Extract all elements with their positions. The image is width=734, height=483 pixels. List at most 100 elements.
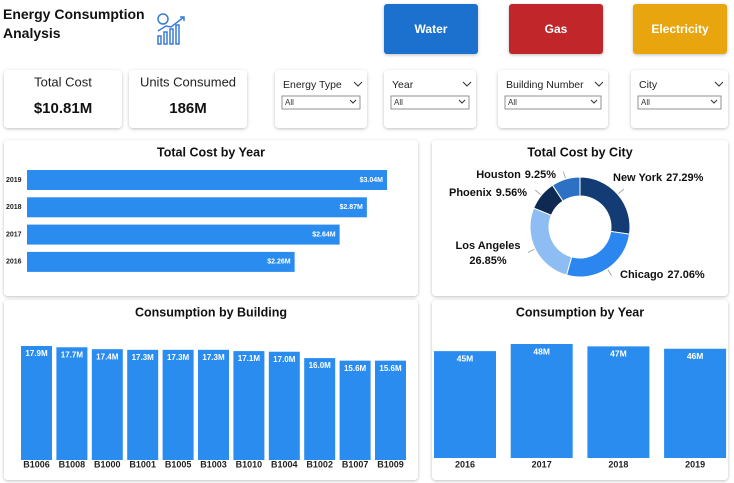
x-tick-label: B1001 xyxy=(129,459,156,469)
data-label: $2.64M xyxy=(312,231,336,238)
filter-dropdown[interactable] xyxy=(504,95,602,110)
filter-chevron xyxy=(714,81,724,87)
filter-label: Year xyxy=(392,79,414,91)
nav-button[interactable] xyxy=(384,4,478,54)
kpi-label: Units Consumed xyxy=(140,74,236,89)
x-tick-label: B1009 xyxy=(377,459,404,469)
x-tick-label: B1005 xyxy=(165,459,192,469)
slice-value: 9.56% xyxy=(496,187,527,199)
kpi-value: $10.81M xyxy=(34,100,92,117)
data-label: 48M xyxy=(533,346,550,356)
filter-label: Building Number xyxy=(506,79,584,91)
chart-panel xyxy=(4,140,418,296)
filter-dropdown-chevron xyxy=(590,99,598,104)
bar xyxy=(21,346,52,460)
leader-line xyxy=(562,171,566,179)
x-tick-label: 2016 xyxy=(455,459,475,469)
data-label: $2.87M xyxy=(340,204,364,211)
filter-dropdown[interactable] xyxy=(281,95,361,110)
bar xyxy=(339,360,371,460)
slice-category: Phoenix xyxy=(449,187,493,199)
data-label: 16.0M xyxy=(309,361,332,370)
bar xyxy=(27,197,367,218)
nav-button[interactable] xyxy=(509,4,603,54)
leader-line xyxy=(534,189,541,195)
chart-panel xyxy=(432,300,728,480)
x-tick-label: 2019 xyxy=(685,459,705,469)
bar xyxy=(375,360,406,460)
leader-line xyxy=(607,269,612,276)
bar xyxy=(587,346,650,458)
slice-label: Phoenix 9.56% xyxy=(449,187,527,199)
x-tick-label: B1008 xyxy=(59,459,86,469)
bar xyxy=(434,351,496,458)
filter-dropdown-chevron xyxy=(710,99,718,104)
slice-label: New York 27.29% xyxy=(613,172,704,184)
data-label: $2.26M xyxy=(267,259,291,266)
bar xyxy=(27,224,340,245)
bar xyxy=(664,348,727,458)
slice-value: 27.06% xyxy=(667,269,705,281)
y-tick-label: 2019 xyxy=(6,177,22,184)
chart-title: Consumption by Year xyxy=(516,305,644,319)
nav-button-label[interactable]: Water xyxy=(415,22,448,36)
slice-label: Chicago 27.06% xyxy=(620,269,705,281)
bar xyxy=(268,351,300,460)
x-tick-label: B1000 xyxy=(94,459,121,469)
filter-value[interactable]: All xyxy=(285,98,294,107)
bar xyxy=(198,349,229,460)
kpi-label: Total Cost xyxy=(34,74,92,89)
data-label: 46M xyxy=(687,351,704,361)
filter-value[interactable]: All xyxy=(508,98,517,107)
data-label: 17.9M xyxy=(25,349,48,358)
title-icon xyxy=(157,13,185,45)
x-tick-label: B1004 xyxy=(271,459,298,469)
nav-button-label[interactable]: Electricity xyxy=(651,22,709,36)
data-label: 47M xyxy=(610,349,627,359)
bar xyxy=(56,347,88,460)
x-tick-label: B1003 xyxy=(200,459,227,469)
filter-label: City xyxy=(639,79,658,91)
slice-category: New York xyxy=(613,172,663,184)
data-label: 17.4M xyxy=(96,352,119,361)
filter-label: Energy Type xyxy=(283,79,342,91)
nav-button-label[interactable]: Gas xyxy=(545,22,568,36)
slice-value: 26.85% xyxy=(469,255,507,267)
donut-slice xyxy=(551,176,581,202)
data-label: 15.6M xyxy=(379,364,402,373)
slice-label: Los Angeles 26.85% xyxy=(456,240,521,267)
kpi-card xyxy=(129,70,247,128)
filter-chevron xyxy=(462,81,472,87)
slice-value: 9.25% xyxy=(525,169,556,181)
filter-value[interactable]: All xyxy=(641,98,650,107)
nav-button[interactable] xyxy=(633,4,727,54)
bar xyxy=(27,251,295,272)
filter-chevron xyxy=(594,81,604,87)
y-tick-label: 2018 xyxy=(6,204,22,211)
data-label: 17.3M xyxy=(202,353,225,362)
slice-value: 27.29% xyxy=(666,172,704,184)
data-label: 17.7M xyxy=(61,350,84,359)
y-tick-label: 2017 xyxy=(6,231,22,238)
data-label: 17.0M xyxy=(273,355,296,364)
filter-dropdown[interactable] xyxy=(390,95,470,110)
slice-category: Los Angeles xyxy=(456,240,521,252)
filter-chevron xyxy=(353,81,363,87)
kpi-card xyxy=(4,70,122,128)
bar xyxy=(27,170,387,190)
filter-dropdown[interactable] xyxy=(637,95,722,110)
chart-title: Total Cost by Year xyxy=(157,145,265,159)
bar xyxy=(510,344,573,458)
data-label: 45M xyxy=(457,353,474,363)
data-label: 17.3M xyxy=(132,353,155,362)
slice-label: Houston 9.25% xyxy=(476,169,556,181)
x-tick-label: 2017 xyxy=(532,459,552,469)
chart-panel xyxy=(432,140,728,296)
bar xyxy=(304,358,336,460)
kpi-value: 186M xyxy=(169,100,207,117)
filter-value[interactable]: All xyxy=(394,98,403,107)
data-label: $3.04M xyxy=(360,177,384,184)
bar xyxy=(127,349,159,460)
